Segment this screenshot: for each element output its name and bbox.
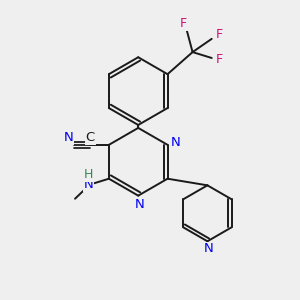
Text: N: N — [135, 198, 145, 211]
Text: N: N — [83, 178, 93, 191]
Text: F: F — [215, 28, 223, 41]
Text: N: N — [63, 131, 73, 144]
Text: F: F — [180, 17, 187, 30]
Text: H: H — [84, 168, 93, 182]
Text: F: F — [215, 53, 223, 66]
Text: C: C — [86, 131, 95, 144]
Text: N: N — [171, 136, 181, 149]
Text: N: N — [204, 242, 214, 255]
